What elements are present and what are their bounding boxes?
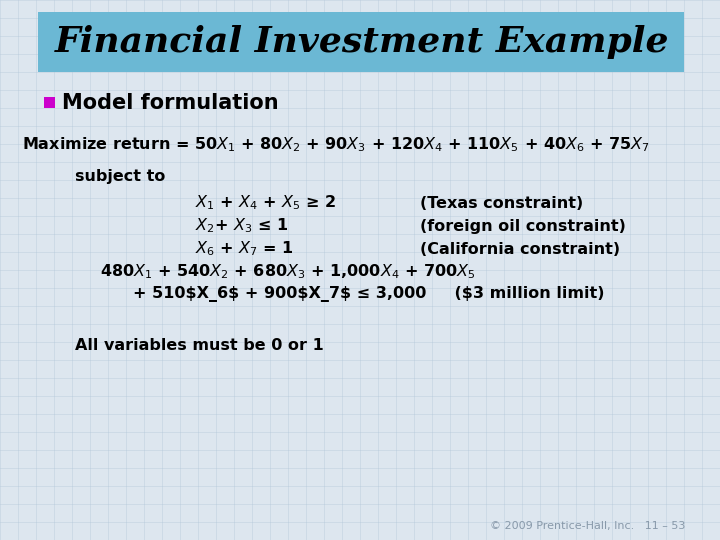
Text: Model formulation: Model formulation [62,93,279,113]
Text: + 510$X_6$ + 900$X_7$ ≤ 3,000     ($3 million limit): + 510$X_6$ + 900$X_7$ ≤ 3,000 ($3 millio… [133,286,605,302]
Text: subject to: subject to [75,170,166,185]
Text: $X_1$ + $X_4$ + $X_5$ ≥ 2: $X_1$ + $X_4$ + $X_5$ ≥ 2 [195,194,337,212]
Text: Financial Investment Example: Financial Investment Example [55,25,670,59]
FancyBboxPatch shape [38,12,684,72]
Text: (foreign oil constraint): (foreign oil constraint) [420,219,626,233]
Text: 480$X_1$ + 540$X_2$ + 680$X_3$ + 1,000$X_4$ + 700$X_5$: 480$X_1$ + 540$X_2$ + 680$X_3$ + 1,000$X… [100,262,475,281]
Text: Maximize return = 50$X_1$ + 80$X_2$ + 90$X_3$ + 120$X_4$ + 110$X_5$ + 40$X_6$ + : Maximize return = 50$X_1$ + 80$X_2$ + 90… [22,136,649,154]
Text: (California constraint): (California constraint) [420,241,620,256]
Text: $X_6$ + $X_7$ = 1: $X_6$ + $X_7$ = 1 [195,240,294,258]
Text: (Texas constraint): (Texas constraint) [420,195,583,211]
Text: All variables must be 0 or 1: All variables must be 0 or 1 [75,338,324,353]
Text: © 2009 Prentice-Hall, Inc.   11 – 53: © 2009 Prentice-Hall, Inc. 11 – 53 [490,521,685,531]
Bar [44,97,55,108]
Text: $X_2$+ $X_3$ ≤ 1: $X_2$+ $X_3$ ≤ 1 [195,217,288,235]
